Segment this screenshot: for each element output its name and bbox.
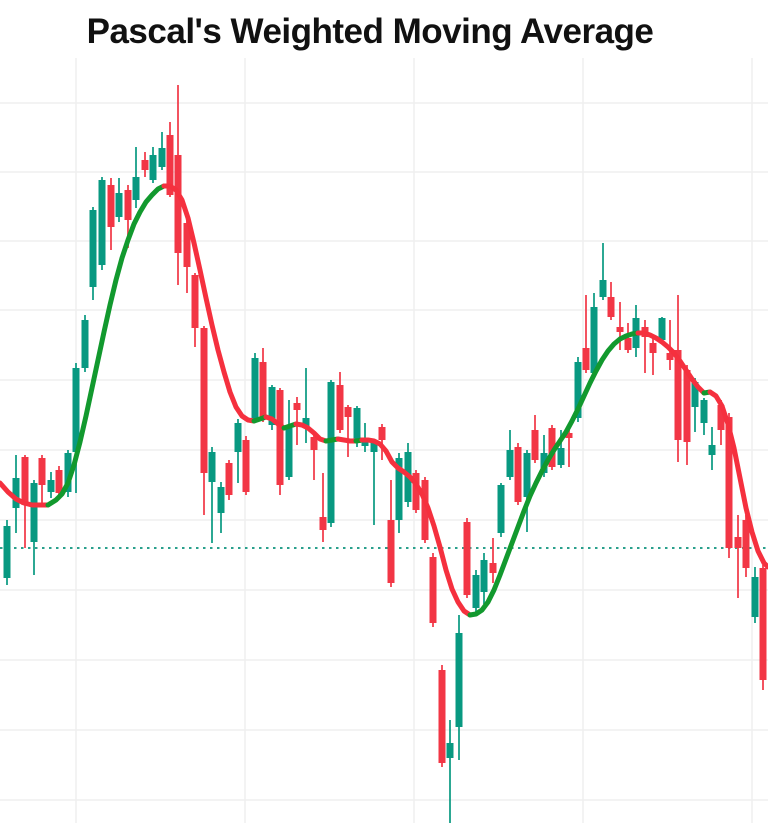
candle-body — [200, 328, 208, 473]
candle-body — [412, 473, 420, 510]
candle-body — [489, 563, 497, 573]
candle-body — [149, 155, 157, 180]
candle-body — [141, 160, 149, 170]
candle-body — [115, 193, 123, 217]
candle-body — [361, 440, 369, 446]
candle-body — [12, 478, 20, 508]
candle-body — [395, 458, 403, 520]
candle-body — [700, 400, 708, 423]
candle-body — [548, 428, 556, 467]
moving-average-line — [0, 480, 51, 508]
moving-average-line — [467, 330, 641, 618]
candle-body — [557, 448, 565, 465]
candle-body — [259, 362, 267, 418]
candle-body — [327, 382, 335, 523]
candle-body — [344, 407, 352, 417]
candle-body — [353, 408, 361, 443]
candle-body — [674, 350, 682, 440]
candle-body — [574, 362, 582, 418]
candle-body — [523, 453, 531, 497]
candle-body — [480, 560, 488, 592]
candle-body — [734, 537, 742, 548]
candle-body — [463, 522, 471, 595]
candle-body — [421, 480, 429, 540]
moving-average-line — [707, 389, 768, 570]
candle-body — [234, 423, 242, 452]
candle-body — [725, 417, 733, 548]
candle-body — [30, 483, 38, 542]
candle-body — [242, 440, 250, 492]
candle-body — [268, 387, 276, 425]
candle-body — [590, 307, 598, 373]
candle-body — [472, 575, 480, 608]
candle-body — [497, 485, 505, 533]
candle-body — [624, 338, 632, 350]
candle-body — [302, 418, 310, 427]
candle-body — [276, 390, 284, 485]
candle-body — [310, 437, 318, 450]
moving-average-line — [359, 437, 473, 618]
candle-body — [55, 470, 63, 493]
candle-body — [166, 135, 174, 195]
candle-body — [531, 430, 539, 460]
candle-body — [47, 480, 55, 492]
candle-body — [599, 280, 607, 297]
candle-body — [565, 433, 573, 438]
candle-body — [72, 368, 80, 452]
moving-average-line — [293, 421, 329, 444]
candle-body — [319, 517, 327, 530]
candle-body — [607, 297, 615, 317]
candle-body — [708, 445, 716, 455]
candle-body — [649, 343, 657, 353]
candle-body — [225, 463, 233, 495]
candle-body — [21, 457, 29, 505]
candle-body — [429, 557, 437, 623]
candle-body — [98, 180, 106, 265]
candle-body — [38, 458, 46, 485]
candle-body — [370, 443, 378, 452]
candle-body — [217, 487, 225, 513]
candle-body — [691, 382, 699, 407]
moving-average-line — [161, 183, 257, 424]
candle-body — [742, 520, 750, 568]
candle-body — [132, 177, 140, 200]
candle-body — [3, 526, 11, 578]
candle-body — [107, 185, 115, 227]
candle-body — [174, 155, 182, 253]
candle-body — [616, 327, 624, 332]
candle-body — [683, 370, 691, 442]
candle-body — [438, 670, 446, 763]
candle-body — [387, 520, 395, 583]
candle-body — [293, 403, 301, 410]
candle-body — [183, 223, 191, 267]
chart-title: Pascal's Weighted Moving Average — [86, 12, 654, 51]
candle-body — [514, 447, 522, 502]
moving-average-line — [635, 330, 707, 396]
candle-body — [378, 427, 386, 440]
candle-body — [666, 353, 674, 360]
candle-body — [89, 210, 97, 287]
candle-body — [336, 385, 344, 430]
moving-average-line — [335, 436, 359, 444]
candle-body — [759, 568, 767, 680]
candle-body — [158, 148, 166, 167]
candle-body — [717, 405, 725, 430]
candle-body — [191, 275, 199, 328]
candle-body — [64, 453, 72, 492]
candle-body — [455, 633, 463, 727]
candle-body — [285, 428, 293, 477]
candle-body — [208, 452, 216, 482]
candle-body — [751, 577, 759, 617]
moving-average-line — [263, 414, 287, 431]
candle-body — [81, 320, 89, 368]
candle-body — [506, 450, 514, 477]
candle-body — [446, 743, 454, 758]
moving-average-line — [45, 183, 167, 508]
candle-body — [658, 318, 666, 340]
candle-body — [251, 358, 259, 420]
candle-body — [124, 190, 132, 220]
candle-body — [582, 348, 590, 370]
